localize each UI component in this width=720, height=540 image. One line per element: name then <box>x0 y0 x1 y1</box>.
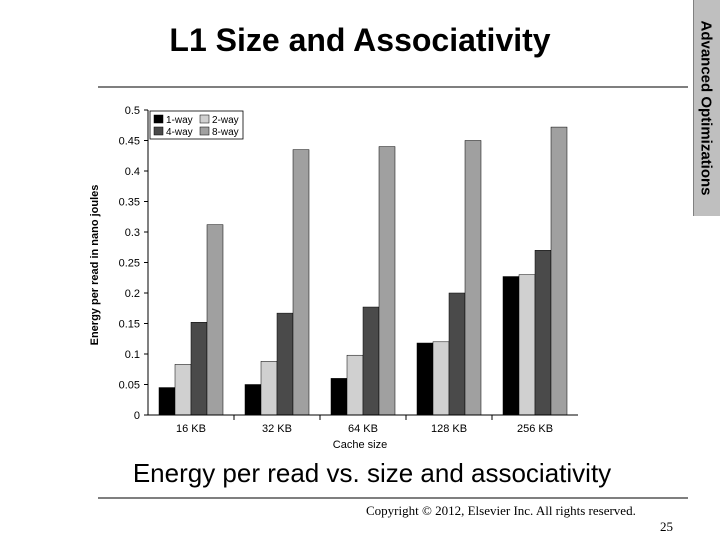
title-divider <box>98 86 688 88</box>
legend-swatch-2-way <box>199 114 210 124</box>
chart-axes: 0 0.05 0.1 0.15 0.2 0.25 0.3 0.35 0.4 0.45 0.5 16 K… <box>119 105 578 435</box>
y-axis-title: Energy per read in nano joules <box>89 185 101 346</box>
bar-1-way-64KB <box>330 378 348 416</box>
y-tick-label: 0.3 <box>125 227 140 239</box>
bar-1-way-128KB <box>416 342 434 416</box>
y-tick-label: 0.1 <box>125 349 140 361</box>
bar-2-way-256KB <box>518 274 536 416</box>
bar-1-way-32KB <box>244 384 262 416</box>
side-tab <box>693 0 720 216</box>
bar-4-way-64KB <box>362 306 380 416</box>
y-tick-label: 0.4 <box>125 166 140 178</box>
y-tick-label: 0.2 <box>125 288 140 300</box>
x-tick-label: 64 KB <box>348 423 378 435</box>
x-tick-label: 256 KB <box>517 423 553 435</box>
y-tick-label: 0.25 <box>119 258 140 270</box>
bar-1-way-256KB <box>502 276 520 416</box>
bar-2-way-32KB <box>260 361 278 416</box>
bar-2-way-64KB <box>346 354 364 416</box>
legend-box <box>149 110 244 140</box>
x-tick-label: 128 KB <box>431 423 467 435</box>
y-tick-label: 0.15 <box>119 319 140 331</box>
y-tick-label: 0 <box>134 410 140 422</box>
y-tick-label: 0.35 <box>119 197 140 209</box>
footer-divider <box>98 497 688 499</box>
bar-2-way-128KB <box>432 341 450 416</box>
legend-label-2-way: 2-way <box>212 115 239 126</box>
bar-8-way-64KB <box>378 146 396 416</box>
bar-4-way-16KB <box>190 322 208 416</box>
y-tick-label: 0.45 <box>119 136 140 148</box>
bar-4-way-128KB <box>448 292 466 416</box>
bar-4-way-32KB <box>276 312 294 416</box>
bar-2-way-16KB <box>174 364 192 416</box>
bar-8-way-128KB <box>464 140 482 416</box>
legend-label-1-way: 1-way <box>166 115 193 126</box>
legend-label-8-way: 8-way <box>212 127 239 138</box>
legend-label-4-way: 4-way <box>166 127 193 138</box>
y-tick-label: 0.05 <box>119 380 140 392</box>
chart-bars <box>158 126 568 416</box>
x-axis-title: Cache size <box>333 439 387 451</box>
chart-legend: 1-way 2-way 4-way 8-way <box>149 110 244 140</box>
legend-swatch-8-way <box>199 126 210 136</box>
slide-title: L1 Size and Associativity <box>169 22 551 58</box>
x-tick-label: 16 KB <box>176 423 206 435</box>
bar-8-way-16KB <box>206 224 224 416</box>
bar-4-way-256KB <box>534 250 552 416</box>
slide-caption: Energy per read vs. size and associativi… <box>132 458 612 488</box>
y-tick-label: 0.5 <box>125 105 140 117</box>
bar-8-way-32KB <box>292 149 310 416</box>
legend-swatch-4-way <box>153 126 164 136</box>
page-number: 25 <box>660 519 673 534</box>
bar-8-way-256KB <box>550 126 568 416</box>
bar-1-way-16KB <box>158 387 176 416</box>
x-tick-label: 32 KB <box>262 423 292 435</box>
legend-swatch-1-way <box>153 114 164 124</box>
copyright-notice: Copyright © 2012, Elsevier Inc. All righ… <box>366 503 636 518</box>
